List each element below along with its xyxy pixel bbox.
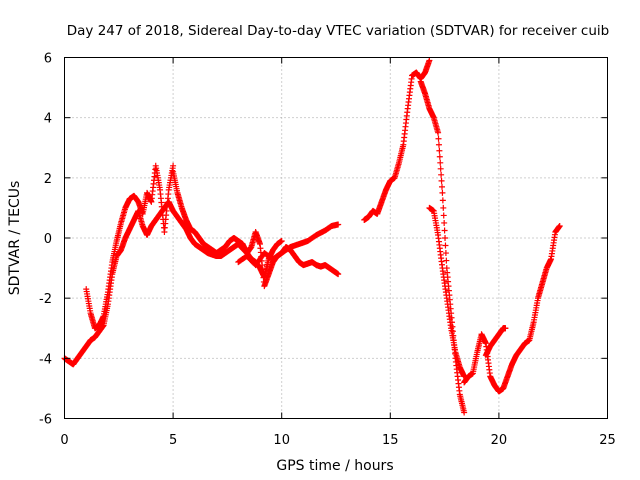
- data-point: [461, 409, 468, 416]
- data-point: [440, 204, 447, 211]
- data-point: [278, 238, 285, 245]
- data-point: [441, 227, 448, 234]
- y-tick-label: -2: [39, 292, 52, 307]
- y-tick-label: 4: [44, 112, 52, 127]
- data-point: [440, 212, 447, 219]
- data-point: [438, 177, 445, 184]
- data-point: [438, 183, 445, 190]
- data-point: [435, 129, 442, 136]
- y-tick-label: 2: [44, 172, 52, 187]
- grid-lines: [64, 57, 608, 419]
- x-tick-label: 25: [599, 433, 616, 448]
- y-tick-label: -4: [39, 352, 52, 367]
- data-point: [442, 250, 449, 257]
- data-point: [435, 135, 442, 142]
- data-point: [502, 325, 509, 332]
- x-tick-labels: 0 5 10 15 20 25: [60, 433, 615, 448]
- y-tick-label: -6: [39, 413, 52, 428]
- data-point: [170, 162, 177, 169]
- series-middle-track-8-12.6h: [235, 221, 342, 269]
- y-tick-label: 0: [44, 232, 52, 247]
- x-axis-label: GPS time / hours: [276, 458, 393, 474]
- data-point: [436, 153, 443, 160]
- data-point: [436, 147, 443, 154]
- x-tick-label: 5: [169, 433, 177, 448]
- data-point: [439, 197, 446, 204]
- y-axis-label: SDTVAR / TECUs: [7, 181, 23, 296]
- data-point: [426, 57, 433, 64]
- data-point: [442, 242, 449, 249]
- x-tick-label: 0: [60, 433, 68, 448]
- data-point: [438, 171, 445, 178]
- x-tick-label: 10: [273, 433, 290, 448]
- y-tick-labels: -6 -4 -2 0 2 4 6: [39, 52, 52, 428]
- series-upper-track-1-5h: [83, 162, 177, 332]
- data-points: [61, 57, 563, 416]
- data-point: [442, 235, 449, 241]
- series-evening-secondary-19.4-20.3h: [482, 325, 509, 359]
- data-point: [335, 221, 342, 228]
- data-point: [439, 189, 446, 196]
- series-evening-recovery-18.4-22.8h: [461, 222, 563, 395]
- data-point: [437, 165, 444, 172]
- chart-title: Day 247 of 2018, Sidereal Day-to-day VTE…: [67, 23, 609, 39]
- series-afternoon-rise-13.8-16.8h: [361, 57, 433, 223]
- data-point: [443, 257, 450, 264]
- x-tick-label: 20: [491, 433, 508, 448]
- data-point: [335, 271, 342, 278]
- data-point: [556, 222, 563, 229]
- data-point: [435, 141, 442, 148]
- data-point: [437, 159, 444, 166]
- x-tick-label: 15: [382, 433, 399, 448]
- plot-frame: [64, 57, 608, 419]
- axis-ticks: [64, 57, 608, 419]
- series-upper-track-5-12.6h: [170, 168, 342, 290]
- series-secondary-drop-16.8-18.4h: [426, 204, 468, 380]
- data-point: [441, 219, 448, 226]
- y-tick-label: 6: [44, 52, 52, 67]
